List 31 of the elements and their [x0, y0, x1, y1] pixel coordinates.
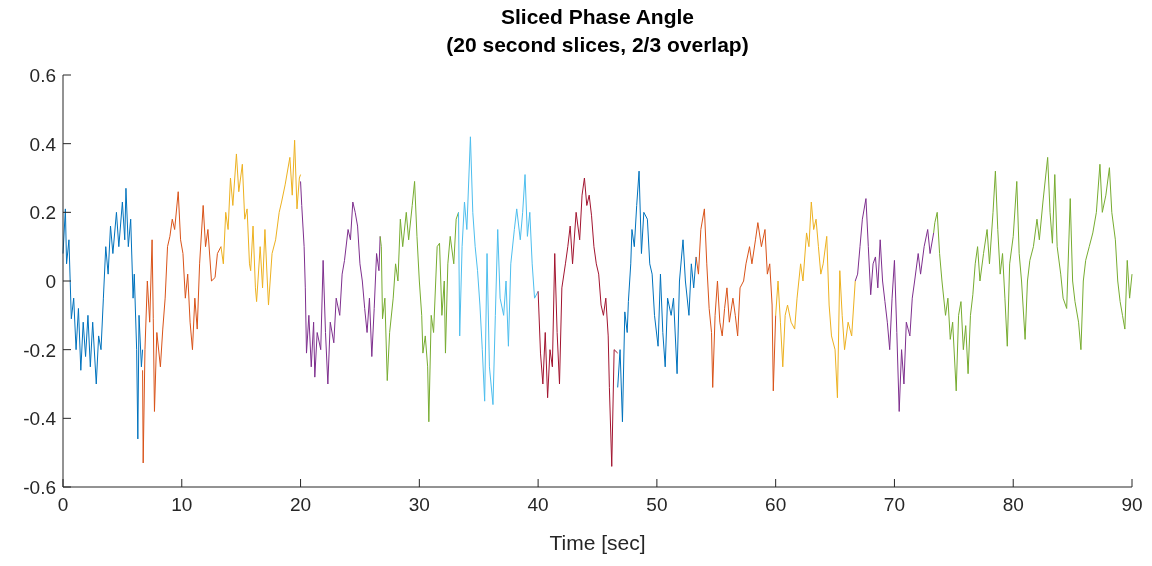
x-tick-label: 40 [527, 494, 549, 515]
line-series [933, 156, 1133, 392]
x-tick-label: 50 [646, 494, 668, 515]
line-series [854, 198, 935, 412]
line-series [695, 208, 777, 392]
x-tick-label: 30 [408, 494, 430, 515]
y-tick-label: -0.2 [23, 339, 56, 361]
line-series [62, 187, 144, 440]
x-tick-label: 10 [171, 494, 193, 515]
y-tick-label: -0.4 [23, 408, 57, 430]
x-tick-label: 60 [765, 494, 787, 515]
line-series [775, 201, 856, 399]
x-axis-title: Time [sec] [549, 531, 646, 554]
line-series [617, 170, 697, 423]
y-tick-label: 0.6 [29, 65, 56, 86]
line-series [220, 139, 302, 306]
x-tick-label: 80 [1002, 494, 1024, 515]
chart-subtitle: (20 second slices, 2/3 overlap) [446, 33, 749, 56]
x-tick-label: 20 [289, 494, 312, 515]
y-tick-label: 0.2 [29, 202, 56, 224]
line-series [537, 177, 619, 467]
x-tick-label: 70 [883, 494, 906, 515]
line-series [300, 180, 381, 385]
y-tick-label: 0.4 [29, 133, 57, 155]
chart-title: Sliced Phase Angle [501, 5, 694, 28]
y-tick-label: -0.6 [23, 477, 56, 498]
line-series [458, 136, 539, 406]
line-series [379, 180, 460, 423]
line-series [142, 191, 222, 464]
y-tick-label: 0 [45, 271, 56, 292]
x-tick-label: 90 [1121, 494, 1143, 515]
